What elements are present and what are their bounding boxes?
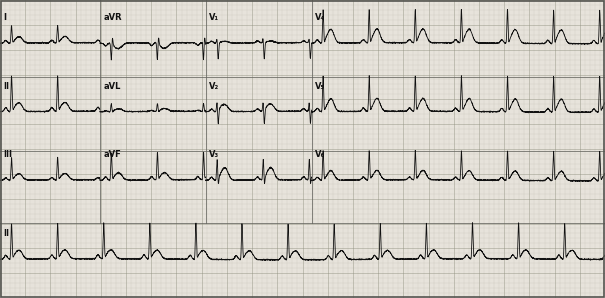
Text: V₆: V₆ [315,150,325,159]
Text: V₄: V₄ [315,13,325,22]
Text: I: I [4,13,7,22]
Text: V₂: V₂ [209,82,220,91]
Text: V₁: V₁ [209,13,220,22]
Text: II: II [4,229,10,238]
Text: V₅: V₅ [315,82,325,91]
Text: aVL: aVL [103,82,121,91]
Text: aVR: aVR [103,13,122,22]
Text: II: II [4,82,10,91]
Text: III: III [4,150,13,159]
Text: V₃: V₃ [209,150,220,159]
Text: aVF: aVF [103,150,121,159]
